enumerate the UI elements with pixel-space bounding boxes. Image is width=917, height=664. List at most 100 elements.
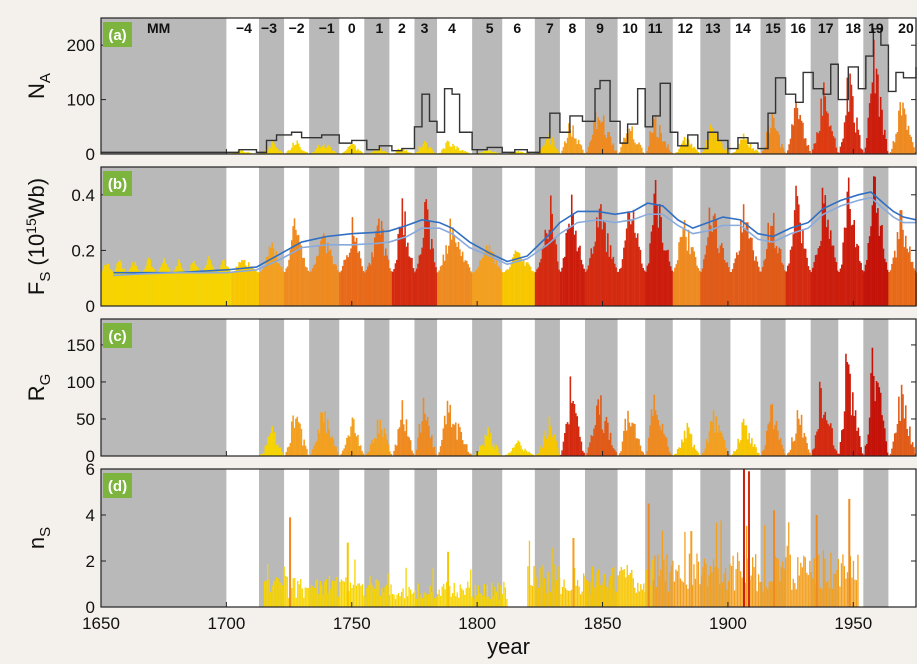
panel-a-bar bbox=[407, 151, 409, 154]
panel-b-bar bbox=[620, 267, 622, 306]
panel-c-bar bbox=[632, 423, 635, 456]
panel-b-bar bbox=[714, 213, 716, 306]
panel-a-bar bbox=[275, 147, 278, 154]
panel-c-bar bbox=[419, 432, 422, 456]
panel-b-bar bbox=[895, 257, 897, 306]
panel-a-bar bbox=[721, 143, 723, 154]
panel-b-bar bbox=[775, 246, 778, 306]
panel-a-bar bbox=[668, 149, 671, 154]
panel-c-bar bbox=[701, 453, 704, 456]
panel-a-bar bbox=[267, 149, 269, 154]
panel-d-bar bbox=[735, 569, 737, 607]
panel-c-bar bbox=[653, 394, 656, 456]
panel-c-bar bbox=[792, 441, 795, 456]
panel-a-bar bbox=[661, 141, 664, 154]
panel-b-bar bbox=[522, 259, 525, 306]
panel-b-bar bbox=[306, 267, 308, 306]
panel-d-bar bbox=[461, 588, 463, 607]
panel-a-frame bbox=[100, 17, 917, 155]
panel-b-bar bbox=[205, 265, 208, 306]
panel-b-bar bbox=[909, 246, 911, 306]
panel-b-bar bbox=[164, 261, 167, 306]
panel-c-bar bbox=[373, 437, 376, 456]
panel-c-bar bbox=[318, 433, 321, 456]
panel-a-bar bbox=[465, 152, 468, 154]
panel-b-bar bbox=[857, 245, 860, 306]
panel-c-bar bbox=[814, 435, 817, 456]
panel-d-bar bbox=[587, 581, 589, 607]
panel-c-bar bbox=[891, 448, 893, 456]
panel-d-bar bbox=[363, 595, 365, 607]
panel-b-bar bbox=[639, 249, 642, 306]
panel-c-bar bbox=[521, 449, 524, 456]
panel-b-y-axis-label: FS(1015Wb) bbox=[23, 178, 54, 295]
panel-c-ytick-label: 0 bbox=[86, 447, 95, 466]
panel-a-bar bbox=[586, 151, 588, 154]
panel-c-bar bbox=[611, 445, 613, 456]
panel-d-bar bbox=[783, 568, 785, 607]
panel-b-bar bbox=[760, 271, 763, 306]
panel-a-bar bbox=[327, 144, 329, 154]
panel-a-bar bbox=[380, 151, 383, 154]
panel-a-bar bbox=[867, 117, 870, 154]
panel-d-bar bbox=[660, 569, 662, 607]
panel-d-bar bbox=[700, 575, 703, 607]
panel-b-bar bbox=[498, 266, 500, 306]
panel-b-bar bbox=[686, 250, 689, 306]
panel-c-bar bbox=[903, 418, 906, 456]
panel-c-bar bbox=[834, 448, 836, 456]
panel-c-bar bbox=[843, 411, 846, 456]
panel-a-bar bbox=[419, 147, 422, 154]
panel-b-bar bbox=[735, 252, 738, 306]
panel-b-bar bbox=[828, 238, 831, 306]
panel-b-bar bbox=[746, 222, 749, 306]
cycle-label: 2 bbox=[398, 20, 406, 36]
panel-a-bar bbox=[620, 147, 622, 154]
panel-b-bar bbox=[896, 232, 899, 306]
panel-c-bar bbox=[365, 453, 368, 456]
panel-d-bar bbox=[533, 565, 535, 607]
panel-b-bar bbox=[180, 267, 183, 306]
panel-a-bar bbox=[843, 122, 846, 154]
panel-b-bar bbox=[450, 239, 453, 306]
panel-a-bar bbox=[233, 152, 235, 154]
panel-b-bar bbox=[452, 227, 454, 306]
panel-d-bar bbox=[555, 580, 558, 607]
panel-b-bar bbox=[674, 267, 676, 306]
panel-b-bar bbox=[391, 271, 394, 306]
panel-a-bar bbox=[270, 148, 272, 154]
panel-a-bar bbox=[402, 149, 405, 154]
panel-b-bar bbox=[877, 208, 879, 306]
panel-c-bar bbox=[353, 419, 355, 456]
panel-b-bar bbox=[716, 248, 719, 306]
panel-a-bar bbox=[314, 150, 317, 154]
panel-b-bar bbox=[126, 272, 128, 306]
panel-a-bar bbox=[799, 114, 801, 154]
panel-b-bar bbox=[903, 247, 906, 306]
panel-c-bar bbox=[669, 453, 672, 456]
panel-a-bar bbox=[613, 150, 616, 154]
panel-d-bar bbox=[379, 595, 382, 607]
panel-d-bar bbox=[421, 598, 424, 607]
panel-a-bar bbox=[321, 146, 324, 154]
panel-a-bar bbox=[714, 132, 716, 154]
panel-a-cycle-bands bbox=[101, 18, 889, 154]
panel-b-bar bbox=[256, 271, 258, 306]
panel-c-bar bbox=[357, 434, 359, 456]
panel-a-total-group-line bbox=[101, 28, 917, 154]
panel-b-bar bbox=[172, 271, 175, 306]
panel-d-bar bbox=[444, 589, 446, 607]
panel-b-bar bbox=[836, 270, 839, 306]
panel-a-bar bbox=[589, 142, 591, 154]
panel-c-bar bbox=[813, 448, 816, 456]
panel-c-bar bbox=[663, 433, 665, 456]
panel-a-bar bbox=[647, 146, 650, 154]
panel-b-bar bbox=[182, 270, 184, 306]
panel-a-bar bbox=[725, 148, 727, 154]
panel-b-bar bbox=[386, 255, 388, 306]
panel-d-bar bbox=[388, 595, 391, 607]
panel-a-bar bbox=[545, 139, 548, 154]
panel-d-bar bbox=[745, 525, 748, 607]
panel-d-bar bbox=[429, 585, 431, 607]
panel-b-bar bbox=[139, 271, 142, 306]
